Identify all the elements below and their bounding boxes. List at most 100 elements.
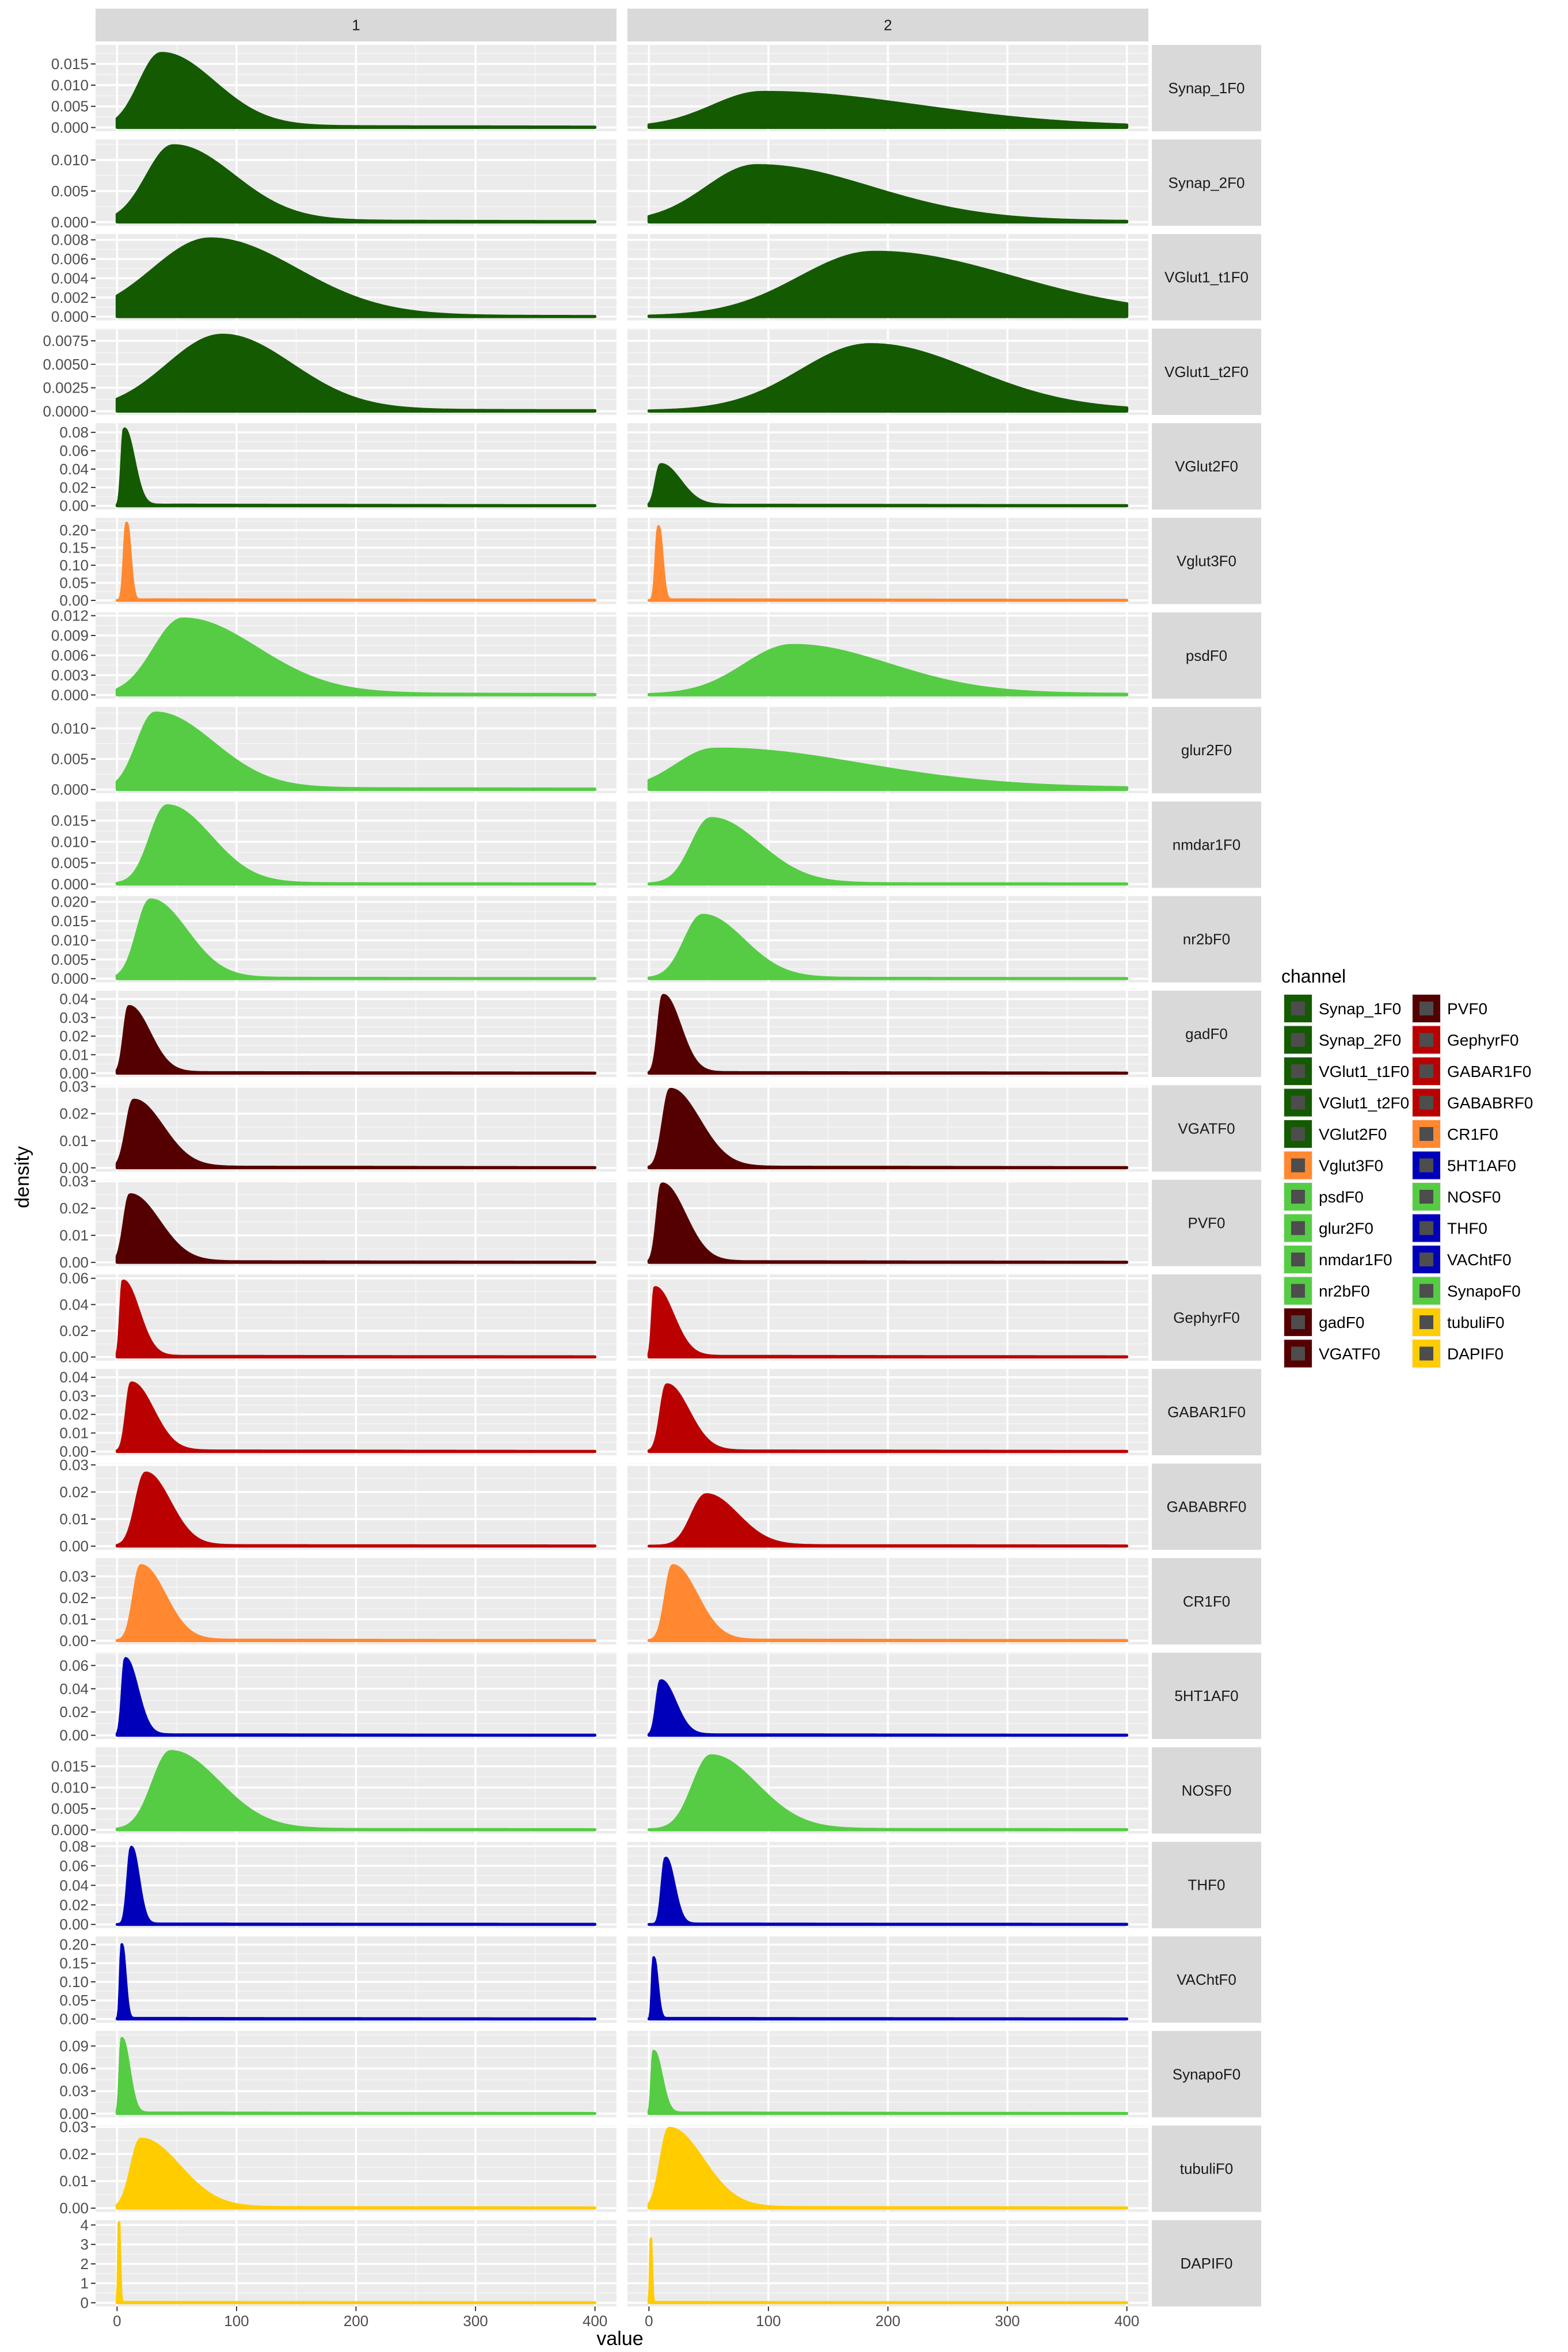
panel-VGlut1_t1F0-1 [96, 234, 616, 321]
density-area-VGlut1_t2F0 [115, 333, 597, 413]
y-tick-label: 0.000 [51, 119, 89, 136]
y-tick-label: 0.02 [59, 1027, 89, 1045]
y-tick-label: 0.02 [59, 1105, 89, 1122]
density-area-VGATF0 [647, 1087, 1129, 1170]
legend-item-THF0: THF0 [1411, 1213, 1487, 1243]
legend-item-DAPIF0: DAPIF0 [1411, 1338, 1504, 1369]
density-area-CR1F0 [115, 1564, 597, 1642]
density-area-DAPIF0 [647, 2237, 1129, 2304]
x-tick-label: 300 [995, 2312, 1019, 2330]
panel-NOSF0-2 [627, 1747, 1148, 1834]
legend-key-inner [1419, 1095, 1433, 1110]
y-tick-label: 0.006 [51, 646, 89, 664]
density-area-VGATF0 [115, 1098, 597, 1170]
density-area-VGlut1_t1F0 [647, 250, 1129, 318]
panel-VGlut1_t2F0-2 [627, 328, 1148, 415]
density-area-nr2bF0 [115, 898, 597, 980]
legend-item-CR1F0: CR1F0 [1411, 1119, 1498, 1149]
y-tick-label: 0.10 [59, 557, 89, 574]
density-area-Vglut3F0 [647, 525, 1129, 602]
panel-PVF0-2 [627, 1179, 1148, 1266]
row-strip-VGATF0 [1152, 1085, 1261, 1172]
y-tick-label: 0.00 [59, 592, 89, 609]
y-tick-label: 0.008 [51, 231, 89, 249]
y-tick-label: 0.01 [59, 1227, 89, 1244]
density-area-GephyrF0 [647, 1286, 1129, 1358]
y-tick-label: 0.01 [59, 1424, 89, 1441]
row-strip-label: tubuliF0 [1180, 2160, 1234, 2178]
legend-label: glur2F0 [1319, 1220, 1373, 1238]
legend-label: nr2bF0 [1319, 1282, 1370, 1300]
row-strip-glur2F0 [1152, 707, 1261, 794]
density-area-tubuliF0 [115, 2137, 597, 2210]
y-tick-label: 0.010 [51, 1779, 89, 1796]
density-area-nmdar1F0 [115, 804, 597, 886]
y-tick-label: 3 [81, 2236, 89, 2253]
row-strip-5HT1AF0 [1152, 1653, 1261, 1740]
density-area-nr2bF0 [647, 914, 1129, 980]
legend-key-inner [1419, 1346, 1433, 1361]
row-strip-tubuliF0 [1152, 2125, 1261, 2212]
density-area-GABAR1F0 [115, 1381, 597, 1453]
panel-PVF0-1 [96, 1179, 616, 1266]
panel-Synap_1F0-1 [96, 45, 616, 131]
y-tick-label: 0.009 [51, 627, 89, 644]
y-tick-label: 0.04 [59, 1877, 89, 1894]
density-area-Synap_2F0 [115, 144, 597, 224]
legend-item-NOSF0: NOSF0 [1411, 1182, 1501, 1212]
y-tick-label: 0.005 [51, 750, 89, 767]
x-tick-label: 0 [645, 2312, 653, 2330]
legend-label: Vglut3F0 [1319, 1157, 1383, 1175]
row-strip-nr2bF0 [1152, 896, 1261, 983]
y-tick-label: 0.02 [59, 479, 89, 496]
panel-psdF0-2 [627, 612, 1148, 699]
row-strip-label: Synap_1F0 [1169, 79, 1245, 97]
legend-label: gadF0 [1319, 1314, 1364, 1331]
x-tick-label: 200 [876, 2312, 900, 2330]
row-strip-psdF0 [1152, 612, 1261, 699]
panel-VGATF0-2 [627, 1085, 1148, 1172]
legend-item-GABABRF0: GABABRF0 [1411, 1087, 1533, 1118]
legend-item-PVF0: PVF0 [1411, 994, 1487, 1023]
y-tick-label: 0.02 [59, 1589, 89, 1607]
y-tick-label: 0.03 [59, 2083, 89, 2100]
legend-key-inner [1291, 1033, 1305, 1047]
density-area-nmdar1F0 [647, 817, 1129, 886]
legend-label: Synap_2F0 [1319, 1032, 1401, 1049]
y-tick-label: 0.03 [59, 1456, 89, 1474]
panel-THF0-2 [627, 1841, 1148, 1928]
y-tick-label: 0.005 [51, 182, 89, 200]
x-tick-label: 200 [344, 2312, 368, 2330]
legend-item-Synap_2F0: Synap_2F0 [1283, 1025, 1401, 1055]
panel-GABAR1F0-2 [627, 1369, 1148, 1456]
y-tick-label: 0.00 [59, 1159, 89, 1177]
legend-label: NOSF0 [1447, 1188, 1501, 1206]
legend-item-SynapoF0: SynapoF0 [1411, 1276, 1521, 1306]
row-strip-CR1F0 [1152, 1558, 1261, 1645]
y-tick-label: 0.015 [51, 812, 89, 829]
y-tick-label: 0 [81, 2294, 89, 2311]
panel-GephyrF0-2 [627, 1274, 1148, 1361]
row-strip-Synap_1F0 [1152, 45, 1261, 131]
panel-CR1F0-1 [96, 1558, 616, 1645]
y-tick-label: 0.015 [51, 55, 89, 73]
y-tick-label: 2 [81, 2255, 89, 2273]
y-tick-label: 0.002 [51, 289, 89, 306]
y-tick-label: 0.01 [59, 1611, 89, 1628]
row-strip-label: NOSF0 [1182, 1782, 1232, 1799]
legend-item-GABAR1F0: GABAR1F0 [1411, 1056, 1531, 1086]
panel-gadF0-2 [627, 991, 1148, 1077]
legend-item-Vglut3F0: Vglut3F0 [1283, 1150, 1383, 1181]
legend-key-inner [1419, 1253, 1433, 1266]
column-strip-label: 1 [352, 17, 360, 34]
density-area-SynapoF0 [115, 2037, 597, 2115]
y-tick-label: 0.00 [59, 1727, 89, 1744]
y-tick-label: 0.00 [59, 1916, 89, 1933]
y-tick-label: 0.020 [51, 893, 89, 911]
panel-VGlut2F0-2 [627, 423, 1148, 510]
legend-label: nmdar1F0 [1319, 1251, 1392, 1269]
legend-item-psdF0: psdF0 [1283, 1182, 1364, 1212]
row-strip-NOSF0 [1152, 1747, 1261, 1834]
row-strip-label: THF0 [1188, 1877, 1226, 1894]
y-tick-label: 0.00 [59, 2199, 89, 2217]
